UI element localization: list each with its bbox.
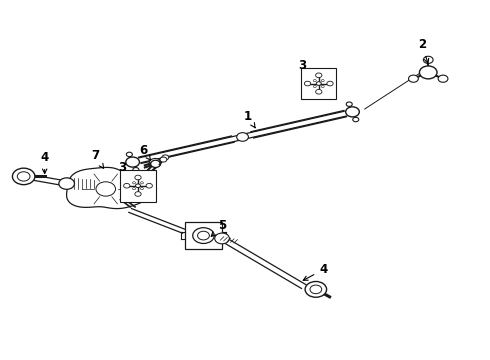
Circle shape	[313, 85, 316, 87]
Circle shape	[126, 152, 132, 157]
Circle shape	[237, 133, 248, 141]
Circle shape	[146, 184, 152, 188]
Text: 3: 3	[298, 59, 306, 72]
Bar	[301, 68, 336, 99]
Circle shape	[141, 182, 144, 184]
Circle shape	[126, 157, 140, 167]
Circle shape	[316, 73, 322, 78]
Text: 7: 7	[91, 149, 103, 168]
Text: 6: 6	[139, 144, 150, 160]
Circle shape	[305, 282, 327, 297]
Circle shape	[151, 160, 160, 167]
Circle shape	[409, 75, 418, 82]
Circle shape	[12, 168, 35, 185]
Circle shape	[321, 85, 324, 87]
Bar	[121, 170, 156, 202]
Circle shape	[310, 285, 322, 294]
Circle shape	[133, 188, 135, 190]
Circle shape	[135, 175, 141, 180]
Circle shape	[345, 107, 359, 117]
Circle shape	[133, 182, 135, 184]
Circle shape	[141, 188, 144, 190]
Circle shape	[321, 80, 324, 82]
Circle shape	[133, 167, 139, 172]
Circle shape	[419, 66, 437, 79]
Circle shape	[353, 117, 359, 122]
Text: 5: 5	[211, 219, 226, 237]
Circle shape	[197, 231, 209, 240]
Polygon shape	[67, 167, 151, 208]
Circle shape	[316, 90, 322, 94]
Circle shape	[135, 192, 141, 196]
Circle shape	[149, 158, 161, 167]
Circle shape	[160, 157, 167, 162]
Circle shape	[215, 233, 229, 244]
Circle shape	[438, 75, 448, 82]
Circle shape	[304, 81, 311, 86]
Text: 1: 1	[244, 110, 255, 128]
Circle shape	[423, 56, 433, 63]
Circle shape	[317, 82, 321, 85]
Text: 2: 2	[418, 38, 429, 63]
Circle shape	[327, 81, 333, 86]
Bar	[185, 222, 222, 249]
Circle shape	[17, 172, 30, 181]
Circle shape	[136, 184, 141, 188]
Circle shape	[96, 182, 116, 196]
Circle shape	[162, 155, 169, 160]
Circle shape	[346, 102, 352, 107]
Circle shape	[313, 80, 316, 82]
Circle shape	[123, 184, 130, 188]
Text: 3: 3	[118, 161, 126, 174]
Text: 4: 4	[303, 263, 327, 280]
Circle shape	[59, 178, 74, 189]
Text: 4: 4	[41, 151, 49, 174]
Circle shape	[193, 228, 214, 243]
